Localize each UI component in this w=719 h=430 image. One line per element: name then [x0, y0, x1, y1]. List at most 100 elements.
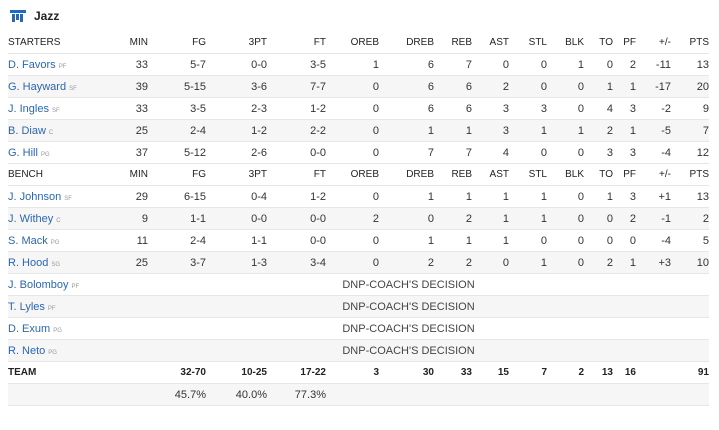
stat-reb: 2 — [434, 207, 472, 230]
stat-blk: 0 — [547, 207, 584, 230]
pct-min — [108, 383, 148, 406]
stat-ft: 0-0 — [267, 207, 326, 230]
player-position: PG — [40, 151, 50, 158]
player-link[interactable]: B. Diaw — [8, 124, 46, 137]
player-position: SF — [51, 107, 60, 114]
player-link[interactable]: G. Hayward — [8, 80, 67, 93]
player-row: R. Hood SG 25 3-7 1-3 3-4 0 2 2 0 1 0 2 1 +3 10 — [8, 251, 709, 274]
player-row: G. Hayward SF 39 5-15 3-6 7-7 0 6 6 2 0 0 1 1 -17 20 — [8, 75, 709, 98]
player-link[interactable]: D. Favors — [8, 58, 56, 71]
stat-blk: 0 — [547, 141, 584, 164]
column-header-pts: PTS — [671, 32, 709, 54]
stat-stl: 1 — [509, 251, 547, 274]
column-header-3pt: 3PT — [206, 163, 267, 186]
player-link[interactable]: J. Ingles — [8, 102, 49, 115]
player-position: SF — [69, 85, 77, 92]
stat-pf: 3 — [613, 141, 636, 164]
column-header-oreb: OREB — [326, 32, 379, 54]
player-row: D. Favors PF 33 5-7 0-0 3-5 1 6 7 0 0 1 0 2 -11 13 — [8, 53, 709, 76]
stat-3pt: 2-6 — [206, 141, 267, 164]
column-header-dreb: DREB — [379, 32, 434, 54]
pct-pf — [613, 383, 636, 406]
stat-fg: 5-7 — [148, 53, 206, 76]
stat-dreb: 6 — [379, 97, 434, 120]
player-cell: J. Ingles SF — [8, 97, 108, 120]
column-header-stl: STL — [509, 163, 547, 186]
player-link[interactable]: T. Lyles — [8, 300, 45, 313]
stat-min: 39 — [108, 75, 148, 98]
total-reb: 33 — [434, 361, 472, 384]
total-plus-minus — [636, 361, 671, 384]
player-row: G. Hill PG 37 5-12 2-6 0-0 0 7 7 4 0 0 3 3 -4 12 — [8, 141, 709, 164]
player-row-dnp: R. Neto PG DNP-COACH'S DECISION — [8, 339, 709, 362]
player-cell: G. Hayward SF — [8, 75, 108, 98]
pct-plus-minus — [636, 383, 671, 406]
player-link[interactable]: J. Bolomboy — [8, 278, 69, 291]
stat-min: 9 — [108, 207, 148, 230]
stat-ast: 2 — [472, 75, 509, 98]
stat-min: 29 — [108, 185, 148, 208]
pct-oreb — [326, 383, 379, 406]
column-header-reb: REB — [434, 32, 472, 54]
player-position: PG — [53, 327, 62, 334]
player-link[interactable]: R. Hood — [8, 256, 49, 269]
stat-fg: 1-1 — [148, 207, 206, 230]
stat-ft: 3-4 — [267, 251, 326, 274]
pct-3pt: 40.0% — [206, 383, 267, 406]
column-header-oreb: OREB — [326, 163, 379, 186]
stat-plus-minus: -17 — [636, 75, 671, 98]
stat-oreb: 0 — [326, 97, 379, 120]
stat-oreb: 1 — [326, 53, 379, 76]
player-link[interactable]: S. Mack — [8, 234, 48, 247]
column-header-stl: STL — [509, 32, 547, 54]
dnp-note: DNP-COACH'S DECISION — [108, 295, 709, 318]
stat-to: 2 — [584, 119, 613, 142]
player-link[interactable]: J. Withey — [8, 212, 54, 225]
stat-pf: 3 — [613, 97, 636, 120]
total-pts: 91 — [671, 361, 709, 384]
stat-ast: 1 — [472, 185, 509, 208]
player-link[interactable]: J. Johnson — [8, 190, 62, 203]
total-stl: 7 — [509, 361, 547, 384]
player-row: J. Withey C 9 1-1 0-0 0-0 2 0 2 1 1 0 0 2 -1 2 — [8, 207, 709, 230]
column-header-to: TO — [584, 163, 613, 186]
stat-oreb: 0 — [326, 119, 379, 142]
column-header-pts: PTS — [671, 163, 709, 186]
player-cell: B. Diaw C — [8, 119, 108, 142]
player-cell: J. Johnson SF — [8, 185, 108, 208]
stat-to: 3 — [584, 141, 613, 164]
stat-pts: 13 — [671, 53, 709, 76]
player-row-dnp: J. Bolomboy PF DNP-COACH'S DECISION — [8, 273, 709, 296]
total-oreb: 3 — [326, 361, 379, 384]
column-header-fg: FG — [148, 163, 206, 186]
player-row: B. Diaw C 25 2-4 1-2 2-2 0 1 1 3 1 1 2 1 -5 7 — [8, 119, 709, 142]
stat-plus-minus: +1 — [636, 185, 671, 208]
stat-oreb: 0 — [326, 75, 379, 98]
stat-fg: 5-15 — [148, 75, 206, 98]
stat-to: 4 — [584, 97, 613, 120]
stat-3pt: 2-3 — [206, 97, 267, 120]
box-score-table: STARTERS MIN FG 3PT FT OREB DREB REB AST STL BLK TO… — [8, 32, 709, 406]
stat-plus-minus: -1 — [636, 207, 671, 230]
stat-min: 33 — [108, 53, 148, 76]
stat-blk: 0 — [547, 97, 584, 120]
stat-pts: 13 — [671, 185, 709, 208]
player-cell: R. Neto PG — [8, 339, 108, 362]
dnp-note: DNP-COACH'S DECISION — [108, 339, 709, 362]
player-position: SF — [64, 195, 72, 202]
stat-pf: 0 — [613, 229, 636, 252]
stat-dreb: 1 — [379, 185, 434, 208]
player-link[interactable]: R. Neto — [8, 344, 46, 357]
stat-3pt: 1-1 — [206, 229, 267, 252]
stat-dreb: 0 — [379, 207, 434, 230]
player-link[interactable]: D. Exum — [8, 322, 51, 335]
pct-dreb — [379, 383, 434, 406]
total-ft: 17-22 — [267, 361, 326, 384]
stat-pts: 10 — [671, 251, 709, 274]
pct-to — [584, 383, 613, 406]
stat-plus-minus: -5 — [636, 119, 671, 142]
stat-pf: 1 — [613, 75, 636, 98]
stat-blk: 1 — [547, 119, 584, 142]
player-link[interactable]: G. Hill — [8, 146, 38, 159]
column-header-ast: AST — [472, 32, 509, 54]
